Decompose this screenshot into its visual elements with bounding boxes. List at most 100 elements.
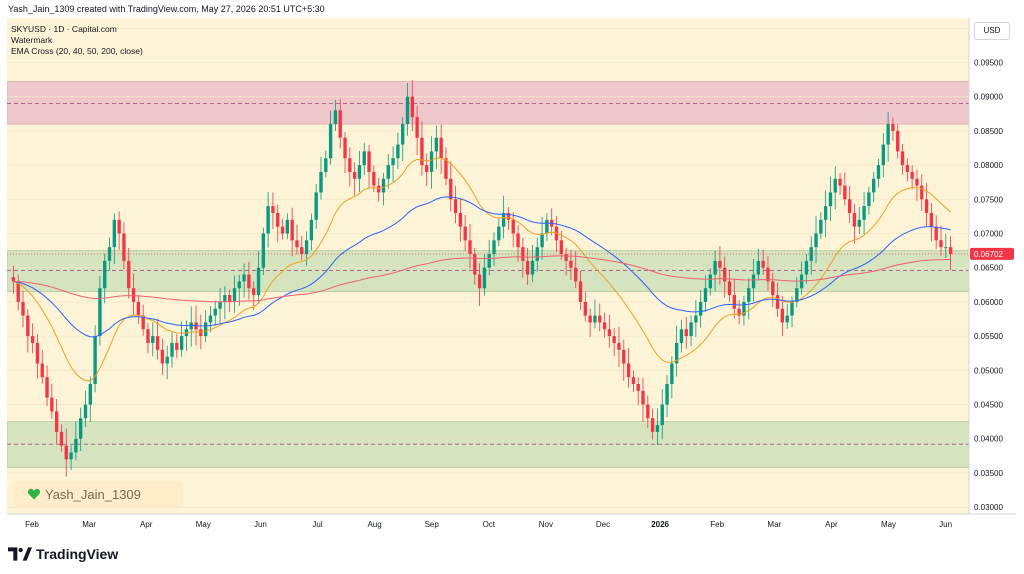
candle-body bbox=[900, 151, 905, 166]
candle-body bbox=[285, 219, 290, 234]
zone-resistance bbox=[7, 81, 970, 125]
candle-body bbox=[482, 267, 487, 289]
watermark-label-box: Yash_Jain_1309 bbox=[13, 481, 183, 507]
candle-body bbox=[713, 260, 717, 275]
currency-button[interactable]: USD bbox=[974, 22, 1010, 40]
y-tick-label: 0.04500 bbox=[974, 401, 1003, 410]
ema-layer bbox=[13, 157, 951, 382]
candle-body bbox=[314, 192, 318, 220]
heart-icon bbox=[27, 488, 41, 500]
candle-body bbox=[540, 233, 544, 248]
candle-body bbox=[521, 247, 525, 261]
candle-body bbox=[698, 301, 703, 316]
candle-body bbox=[21, 301, 25, 316]
y-tick-label: 0.05000 bbox=[974, 366, 1003, 375]
candle-body bbox=[761, 260, 765, 268]
legend-symbol[interactable]: SKYUSD · 1D · Capital.com bbox=[11, 24, 117, 34]
y-tick-label: 0.06500 bbox=[974, 264, 1003, 273]
candle-body bbox=[338, 110, 342, 138]
x-tick-label: Dec bbox=[596, 520, 610, 529]
candle-body bbox=[934, 226, 938, 241]
x-tick-label: Sep bbox=[425, 520, 440, 529]
candle-body bbox=[487, 254, 491, 268]
candle-body bbox=[920, 185, 924, 200]
candle-body bbox=[814, 233, 818, 248]
candle-body bbox=[425, 165, 429, 172]
candle-body bbox=[617, 342, 621, 350]
candle-body bbox=[16, 281, 20, 302]
candle-body bbox=[785, 315, 789, 323]
candle-body bbox=[136, 301, 141, 316]
candle-body bbox=[607, 329, 612, 337]
candle-body bbox=[429, 151, 434, 172]
candle-body bbox=[199, 329, 203, 337]
candle-body bbox=[165, 356, 169, 364]
tradingview-logo[interactable]: TradingView bbox=[8, 546, 118, 562]
candle-body bbox=[40, 363, 44, 378]
candle-body bbox=[131, 288, 136, 302]
x-tick-label: Aug bbox=[367, 520, 381, 529]
candle-body bbox=[146, 329, 150, 343]
candle-body bbox=[88, 384, 92, 405]
candle-body bbox=[362, 151, 366, 166]
x-tick-label: May bbox=[196, 520, 211, 529]
candle-body bbox=[636, 384, 640, 391]
candle-body bbox=[213, 308, 217, 316]
candle-body bbox=[564, 254, 568, 261]
y-tick-label: 0.09000 bbox=[974, 93, 1003, 102]
candle-body bbox=[511, 219, 515, 234]
candle-body bbox=[256, 267, 261, 296]
candle-body bbox=[641, 390, 645, 405]
candle-body bbox=[867, 192, 871, 207]
candle-body bbox=[723, 267, 727, 282]
candle-body bbox=[622, 349, 626, 364]
candle-body bbox=[11, 277, 16, 282]
candle-body bbox=[679, 329, 684, 343]
x-tick-label: Jun bbox=[939, 520, 952, 529]
y-axis-bg bbox=[969, 18, 1016, 514]
candle-body bbox=[463, 226, 467, 241]
candle-body bbox=[593, 315, 597, 323]
candle-body bbox=[372, 171, 376, 186]
y-tick-label: 0.08500 bbox=[974, 127, 1003, 136]
candle-body bbox=[328, 124, 333, 159]
candle-body bbox=[742, 301, 746, 316]
candle-body bbox=[574, 267, 578, 282]
candle-body bbox=[444, 158, 448, 179]
candle-body bbox=[247, 274, 251, 289]
x-tick-label: Feb bbox=[710, 520, 724, 529]
candle-body bbox=[122, 233, 126, 261]
candle-body bbox=[766, 267, 770, 282]
candle-body bbox=[367, 151, 371, 172]
candle-body bbox=[309, 219, 314, 241]
candle-body bbox=[179, 336, 184, 350]
candle-body bbox=[449, 178, 453, 200]
candle-body bbox=[304, 240, 309, 255]
candle-body bbox=[650, 418, 655, 432]
candle-body bbox=[838, 178, 842, 186]
header-created-line: Yash_Jain_1309 created with TradingView.… bbox=[8, 4, 325, 14]
legend-watermark[interactable]: Watermark bbox=[11, 35, 53, 45]
candle-body bbox=[295, 240, 299, 248]
candle-body bbox=[343, 137, 347, 159]
candle-body bbox=[218, 301, 222, 309]
candle-body bbox=[468, 240, 472, 255]
candle-body bbox=[333, 110, 338, 125]
candle-body bbox=[674, 342, 679, 364]
legend-indicator[interactable]: EMA Cross (20, 40, 50, 200, close) bbox=[11, 46, 143, 56]
x-tick-label: Apr bbox=[140, 520, 153, 529]
x-tick-label: 2026 bbox=[651, 520, 669, 529]
candle-body bbox=[795, 288, 799, 302]
candle-body bbox=[775, 295, 780, 309]
price-chart[interactable]: 0.100000.095000.090000.085000.080000.075… bbox=[7, 18, 1016, 534]
candle-body bbox=[847, 199, 852, 213]
y-tick-label: 0.03500 bbox=[974, 469, 1003, 478]
x-tick-label: Apr bbox=[825, 520, 838, 529]
candle-body bbox=[891, 124, 895, 131]
candle-body bbox=[559, 240, 563, 255]
candle-body bbox=[823, 206, 828, 220]
candle-body bbox=[261, 233, 266, 268]
candle-body bbox=[670, 363, 674, 385]
candle-body bbox=[756, 260, 761, 275]
candle-body bbox=[117, 219, 121, 234]
